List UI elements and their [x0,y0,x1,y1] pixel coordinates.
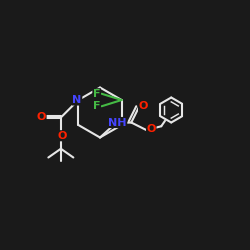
Text: O: O [146,124,156,134]
Text: NH: NH [108,118,127,128]
Text: O: O [58,131,67,141]
Text: F: F [93,89,100,99]
Text: O: O [37,112,46,122]
Text: O: O [138,101,148,111]
Text: N: N [72,95,82,105]
Text: F: F [93,101,100,111]
